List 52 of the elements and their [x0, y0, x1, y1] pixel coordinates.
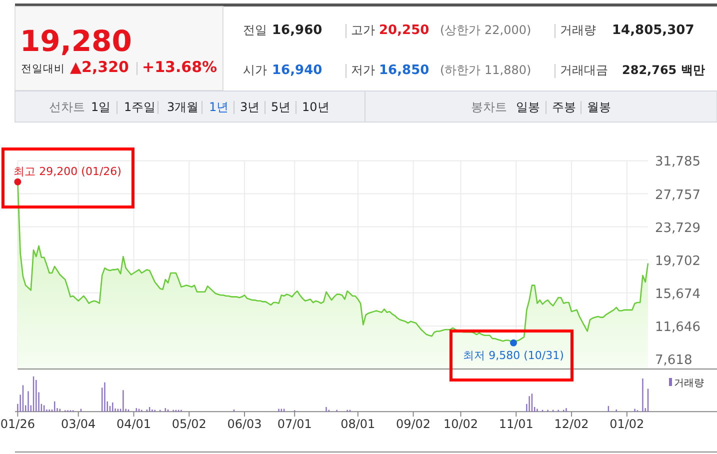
x-tick-label: 01/26	[0, 417, 35, 431]
text: 고가	[351, 23, 375, 37]
x-tick-label: 06/03	[227, 417, 262, 431]
text: 19,280	[20, 24, 132, 58]
text: 14,805,307	[612, 23, 694, 38]
text: 거래대금	[560, 63, 608, 77]
x-tick-label: 11/01	[498, 417, 534, 431]
x-tick-label: 04/01	[116, 417, 152, 431]
annotation: 최저 9,580 (10/31)	[463, 348, 564, 362]
text: (하한가 11,880)	[440, 63, 532, 77]
x-tick-label: 12/02	[554, 417, 589, 431]
text: +13.68%	[142, 58, 218, 76]
annotation: 최고 29,200 (01/26)	[14, 164, 122, 178]
y-tick-label: 31,785	[655, 154, 700, 170]
text: 282,765 백만	[622, 63, 705, 77]
text: 월봉	[587, 100, 611, 114]
text: 일봉	[516, 100, 540, 114]
text: 16,940	[272, 63, 322, 78]
text: 거래량	[560, 23, 596, 37]
text: 16,960	[272, 23, 322, 38]
y-tick-label: 11,646	[655, 320, 700, 335]
text: 1일	[91, 100, 111, 114]
text: 1년	[209, 100, 229, 114]
text: 전일대비	[21, 63, 65, 75]
y-tick-label: 7,618	[655, 353, 692, 368]
text: 3개월	[167, 100, 199, 114]
y-tick-label: 15,674	[655, 286, 700, 302]
text: 주봉	[552, 100, 576, 114]
text: 3년	[240, 100, 260, 114]
text: 선차트	[49, 100, 85, 114]
x-tick-label: 10/02	[443, 417, 478, 431]
text: 저가	[351, 63, 375, 77]
text: (상한가 22,000)	[440, 23, 532, 37]
text: 10년	[302, 100, 330, 114]
text: 16,850	[379, 63, 430, 78]
text: 5년	[271, 100, 291, 114]
text: 봉차트	[471, 100, 507, 114]
text: 1주일	[124, 100, 156, 114]
x-tick-label: 05/02	[172, 417, 206, 431]
y-tick-label: 23,729	[655, 220, 700, 236]
x-tick-label: 07/01	[277, 417, 312, 431]
x-tick-label: 01/02	[610, 417, 644, 431]
text: 전일	[243, 23, 267, 37]
x-tick-label: 08/01	[340, 417, 376, 431]
x-tick-label: 03/04	[61, 417, 96, 431]
y-tick-label: 19,702	[655, 254, 700, 269]
text: 20,250	[379, 23, 430, 38]
text: 시가	[243, 63, 267, 77]
y-tick-label: 27,757	[655, 188, 700, 203]
x-tick-label: 09/02	[396, 417, 431, 431]
legend-label: 거래량	[674, 378, 704, 389]
text: ▲2,320	[70, 58, 129, 76]
